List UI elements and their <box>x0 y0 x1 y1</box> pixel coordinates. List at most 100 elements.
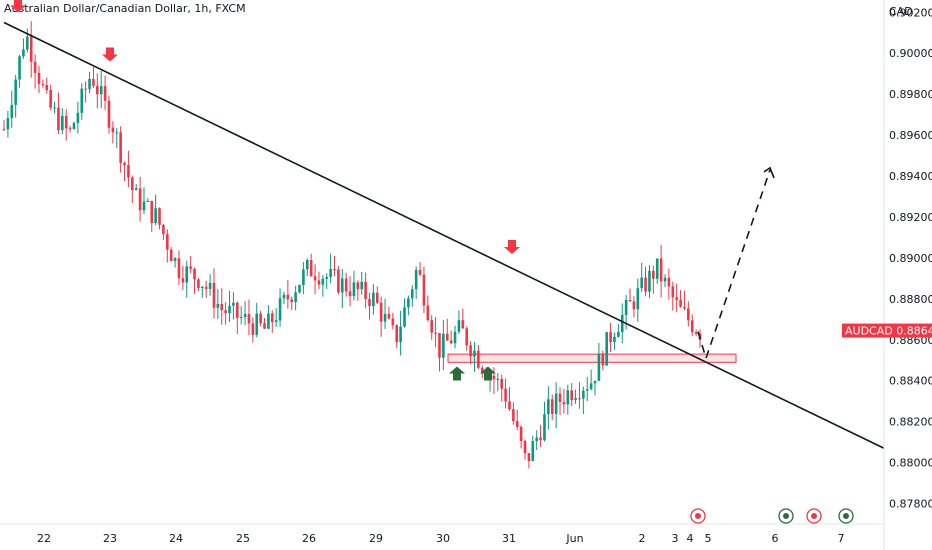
candle-body <box>134 188 138 191</box>
candle-body <box>438 333 441 358</box>
candle-body <box>368 299 371 307</box>
candle-body <box>14 79 17 105</box>
candle-body <box>395 325 399 343</box>
x-tick-label: 2 <box>639 532 646 545</box>
candle-body <box>212 282 216 308</box>
candle-body <box>679 299 682 307</box>
down-arrow-marker <box>102 47 118 62</box>
x-tick-label: 3 <box>672 532 679 545</box>
candle-body <box>61 115 64 131</box>
candle-body <box>492 375 496 380</box>
candle-body <box>142 201 146 211</box>
candle-body <box>274 320 278 322</box>
candle-body <box>286 294 290 300</box>
candle-body <box>687 308 690 321</box>
candle-body <box>496 378 500 380</box>
candle-body <box>410 289 414 299</box>
candle-body <box>220 303 224 311</box>
candle-body <box>407 298 410 308</box>
candle-body <box>154 208 157 224</box>
candle-body <box>282 294 286 299</box>
flash-icon <box>690 508 706 524</box>
y-tick-label: 0.88400 <box>889 375 932 388</box>
candle-body <box>37 72 41 85</box>
candle-body <box>547 399 550 415</box>
candle-body <box>391 318 395 326</box>
x-tick-label: 7 <box>838 532 845 545</box>
candle-body <box>582 390 585 399</box>
projection-arrowhead <box>763 166 775 179</box>
candle-body <box>29 36 33 62</box>
candle-body <box>185 266 189 283</box>
candle-body <box>64 115 68 129</box>
candle-body <box>321 278 325 285</box>
candle-body <box>648 270 651 292</box>
candle-body <box>313 276 317 281</box>
candle-body <box>84 88 87 90</box>
candle-body <box>6 118 10 130</box>
candle-body <box>655 258 659 279</box>
support-zone-layer <box>447 353 737 363</box>
candle-body <box>76 112 80 123</box>
candle-body <box>418 270 422 275</box>
candle-body <box>690 320 694 333</box>
candle-body <box>480 367 484 373</box>
candle-body <box>329 269 332 277</box>
candle-body <box>92 79 95 86</box>
chart-title: Australian Dollar/Canadian Dollar, 1h, F… <box>4 2 246 15</box>
candle-body <box>570 390 573 400</box>
candle-body <box>138 188 142 211</box>
candle-body <box>426 305 430 321</box>
candle-body <box>504 388 507 402</box>
candle-body <box>270 313 274 322</box>
candle-body <box>216 303 220 308</box>
y-tick-label: 0.88200 <box>889 416 932 429</box>
candle-body <box>574 398 577 400</box>
candle-body <box>103 86 107 101</box>
x-tick-label: 31 <box>502 532 516 545</box>
y-tick-label: 0.88800 <box>889 293 932 306</box>
candle-body <box>372 292 375 307</box>
candle-body <box>325 276 329 279</box>
candle-body <box>558 393 562 402</box>
candle-body <box>309 260 313 277</box>
candle-body <box>247 314 251 324</box>
candle-body <box>605 332 608 366</box>
candle-body <box>255 313 259 335</box>
x-tick-label: 6 <box>772 532 779 545</box>
candle-body <box>45 84 49 91</box>
y-tick-label: 0.87800 <box>889 498 932 511</box>
candle-body <box>166 234 169 250</box>
y-tick-label: 0.89600 <box>889 129 932 142</box>
y-tick-label: 0.90000 <box>889 47 932 60</box>
candle-body <box>613 336 616 342</box>
candle-body <box>173 258 177 262</box>
x-tick-label: 25 <box>236 532 250 545</box>
candle-body <box>232 302 235 306</box>
candle-body <box>585 388 589 391</box>
y-tick-label: 0.89400 <box>889 170 932 183</box>
candle-body <box>251 323 255 335</box>
candle-body <box>430 320 434 333</box>
candle-body <box>224 310 227 314</box>
currency-label: CAD <box>889 5 913 18</box>
candle-body <box>158 208 161 225</box>
down-arrow-marker <box>10 0 26 13</box>
candle-body <box>259 313 262 324</box>
candle-body <box>387 313 391 319</box>
candle-body <box>169 249 173 262</box>
candle-body <box>57 107 60 131</box>
candle-body <box>461 320 465 329</box>
candle-body <box>457 320 461 332</box>
candle-body <box>640 277 643 289</box>
candle-body <box>111 127 115 133</box>
candle-body <box>512 409 515 422</box>
candle-body <box>535 437 538 442</box>
candle-body <box>267 313 270 329</box>
candle-body <box>473 350 476 357</box>
candle-body <box>539 437 542 441</box>
candle-body <box>578 398 581 400</box>
candle-body <box>360 281 364 290</box>
